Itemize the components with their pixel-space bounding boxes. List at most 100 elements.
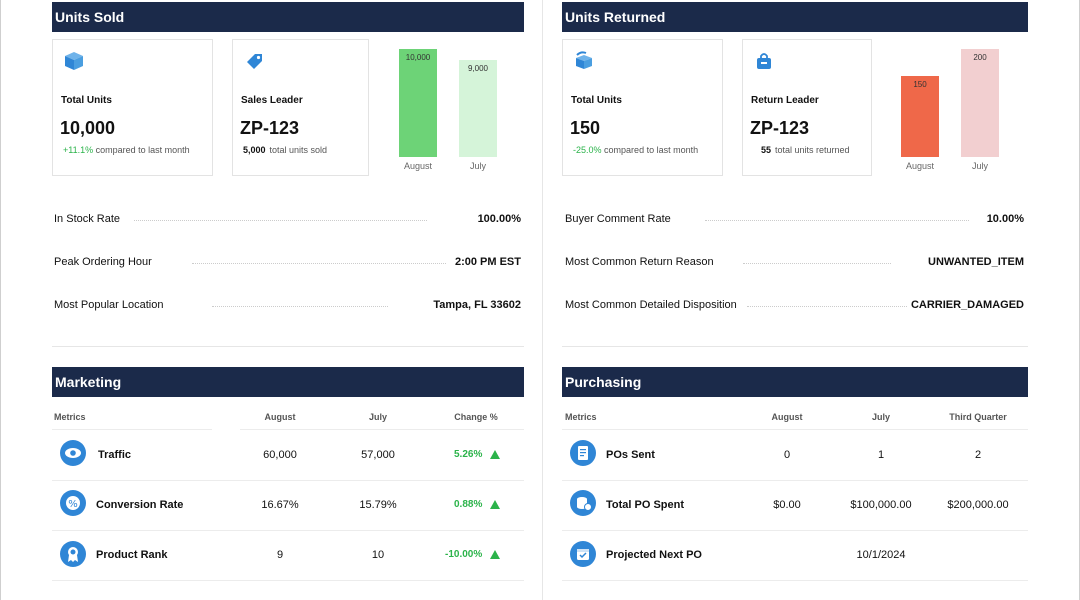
august-value: 9 xyxy=(276,549,284,561)
up-arrow-icon xyxy=(490,550,500,559)
marketing-header: Marketing xyxy=(52,367,524,397)
card-label: Return Leader xyxy=(751,95,819,106)
delta-text: compared to last month xyxy=(604,145,699,155)
award-ribbon-icon xyxy=(60,541,86,567)
row-divider xyxy=(52,429,212,430)
count-value: 55 xyxy=(761,145,772,155)
column-header: July xyxy=(368,412,387,422)
stat-row: Peak Ordering Hour 2:00 PM EST xyxy=(54,256,521,270)
july-value: $100,000.00 xyxy=(850,499,912,511)
third-quarter-value: $200,000.00 xyxy=(947,499,1009,511)
row-divider xyxy=(52,580,524,581)
units-returned-bar-july: 200 xyxy=(961,49,999,157)
total-units-returned-card: Total Units 150 -25.0% compared to last … xyxy=(562,39,723,176)
stat-label: Most Common Detailed Disposition xyxy=(565,299,737,311)
metric-name: Total PO Spent xyxy=(606,499,685,511)
units-sold-bar-chart: 10,000 August 9,000 July xyxy=(393,40,508,180)
stat-value: 10.00% xyxy=(986,213,1024,225)
delta-value: +11.1% xyxy=(63,145,94,155)
shopping-bag-icon xyxy=(757,53,771,69)
bar-category-label: July xyxy=(469,161,486,171)
section-divider-right xyxy=(562,346,1028,347)
stat-row: Most Popular Location Tampa, FL 33602 xyxy=(54,299,521,313)
card-label: Sales Leader xyxy=(241,95,303,106)
stat-value: UNWANTED_ITEM xyxy=(928,256,1024,268)
column-header: July xyxy=(871,412,890,422)
bar-category-label: August xyxy=(905,161,935,171)
count-text: total units returned xyxy=(775,145,850,155)
column-divider xyxy=(542,0,543,600)
card-value: 150 xyxy=(570,118,601,138)
july-value: 10 xyxy=(371,549,385,561)
card-value: 10,000 xyxy=(60,118,116,138)
svg-text:%: % xyxy=(68,499,78,510)
metric-name: Projected Next PO xyxy=(606,549,702,561)
column-header: August xyxy=(771,412,803,422)
delta-value: -25.0% xyxy=(573,145,602,155)
card-subtext: +11.1% compared to last month xyxy=(63,145,190,155)
change-value: 5.26% xyxy=(454,449,483,460)
change-value: 0.88% xyxy=(454,499,483,510)
stat-value: 100.00% xyxy=(477,213,521,225)
stat-value: CARRIER_DAMAGED xyxy=(910,299,1024,311)
units-sold-bar-july: 9,000 xyxy=(459,60,497,157)
column-header: August xyxy=(264,412,296,422)
row-divider xyxy=(562,480,1028,481)
july-value: 1 xyxy=(877,449,885,461)
column-header: Metrics xyxy=(54,412,86,422)
row-divider xyxy=(52,480,524,481)
stat-label: In Stock Rate xyxy=(54,213,121,225)
price-tag-icon xyxy=(247,54,262,69)
row-divider xyxy=(240,429,524,430)
units-returned-bar-august: 150 xyxy=(901,76,939,157)
card-subtext: 55 total units returned xyxy=(761,145,850,155)
bar-value-label: 9,000 xyxy=(467,64,489,73)
july-value: 15.79% xyxy=(359,499,397,511)
bar-category-label: August xyxy=(403,161,433,171)
count-value: 5,000 xyxy=(243,145,266,155)
total-units-sold-card: Total Units 10,000 +11.1% compared to la… xyxy=(52,39,213,176)
bar-category-label: July xyxy=(971,161,988,171)
box-icon xyxy=(65,52,83,70)
calendar-icon xyxy=(570,541,596,567)
purchasing-header: Purchasing xyxy=(562,367,1028,397)
card-label: Total Units xyxy=(571,95,622,106)
frame-border-left xyxy=(0,0,1,600)
bar-value-label: 150 xyxy=(913,80,927,89)
up-arrow-icon xyxy=(490,450,500,459)
units-sold-bar-august: 10,000 xyxy=(399,49,437,157)
dotted-leader xyxy=(705,220,969,221)
section-divider-left xyxy=(52,346,524,347)
row-divider xyxy=(562,530,1028,531)
august-value: $0.00 xyxy=(773,499,801,511)
july-value: 10/1/2024 xyxy=(856,549,906,561)
row-divider xyxy=(562,429,1028,430)
metric-name: Traffic xyxy=(98,449,132,461)
up-arrow-icon xyxy=(490,500,500,509)
row-divider xyxy=(562,580,1028,581)
units-sold-header: Units Sold xyxy=(52,2,524,32)
units-returned-bar-chart: 150 August 200 July xyxy=(895,40,1010,180)
stat-label: Most Common Return Reason xyxy=(565,256,714,268)
card-value: ZP-123 xyxy=(750,118,810,138)
stat-label: Peak Ordering Hour xyxy=(54,256,152,268)
metric-name: Product Rank xyxy=(96,549,168,561)
column-header: Third Quarter xyxy=(949,412,1007,422)
change-value: -10.00% xyxy=(445,549,483,560)
percent-badge-icon: % xyxy=(60,490,86,516)
third-quarter-value: 2 xyxy=(974,449,982,461)
metric-name: POs Sent xyxy=(606,449,655,461)
dotted-leader xyxy=(212,306,388,307)
document-icon xyxy=(570,440,596,466)
stat-row: Buyer Comment Rate 10.00% xyxy=(565,213,1024,227)
count-text: total units sold xyxy=(269,145,328,155)
dotted-leader xyxy=(192,263,446,264)
card-subtext: 5,000 total units sold xyxy=(243,145,327,155)
coins-icon xyxy=(570,490,596,516)
card-label: Total Units xyxy=(61,95,112,106)
july-value: 57,000 xyxy=(361,449,395,461)
stat-row: Most Common Return Reason UNWANTED_ITEM xyxy=(565,256,1024,270)
units-returned-header: Units Returned xyxy=(562,2,1028,32)
stat-label: Most Popular Location xyxy=(54,299,164,311)
return-leader-card: Return Leader ZP-123 55 total units retur… xyxy=(742,39,872,176)
